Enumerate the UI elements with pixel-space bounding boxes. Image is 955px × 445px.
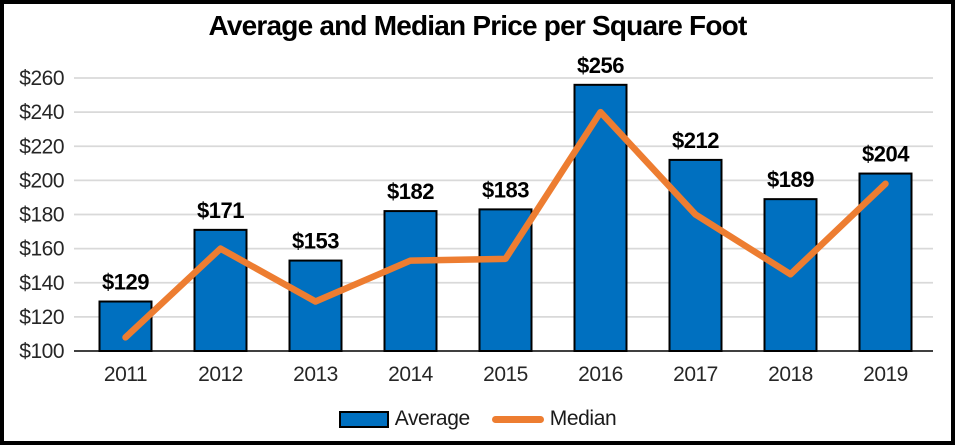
legend: Average Median (4, 407, 951, 431)
y-tick-label: $200 (19, 169, 64, 192)
average-legend-label: Average (394, 407, 470, 430)
y-tick-label: $220 (19, 135, 64, 158)
data-label-2012: $171 (197, 198, 244, 223)
data-label-2011: $129 (102, 270, 149, 295)
average-bar-2011 (98, 300, 153, 352)
x-tick-label-2015: 2015 (483, 363, 528, 386)
x-tick-label-2012: 2012 (198, 363, 243, 386)
data-label-2016: $256 (577, 53, 624, 78)
y-tick-label: $240 (19, 101, 64, 124)
y-tick-label: $140 (19, 272, 64, 295)
data-label-2013: $153 (292, 229, 339, 254)
x-tick-label-2013: 2013 (293, 363, 338, 386)
x-tick-label-2016: 2016 (578, 363, 623, 386)
data-label-2015: $183 (482, 177, 529, 202)
data-label-2018: $189 (767, 167, 814, 192)
y-tick-label: $120 (19, 306, 64, 329)
data-label-2019: $204 (862, 142, 910, 167)
y-tick-label: $160 (19, 238, 64, 261)
average-bar-swatch (338, 410, 389, 428)
legend-item-median: Median (491, 407, 617, 431)
data-label-2017: $212 (672, 128, 719, 153)
average-bar-2014 (383, 210, 438, 352)
x-tick-label-2019: 2019 (863, 363, 908, 386)
y-tick-label: $100 (19, 340, 64, 363)
x-tick-label-2014: 2014 (388, 363, 434, 386)
x-tick-label-2018: 2018 (768, 363, 813, 386)
median-line (122, 108, 889, 341)
chart-title: Average and Median Price per Square Foot (208, 10, 747, 41)
plot-area: $100 $120 $140 $160 $180 $200 $220 $240 $260 $129… (19, 53, 933, 386)
legend-item-average: Average (338, 407, 470, 431)
y-tick-label: $260 (19, 67, 64, 90)
average-bar-2016 (573, 83, 628, 352)
median-line-swatch (491, 415, 544, 423)
data-label-2014: $182 (387, 179, 434, 204)
median-legend-label: Median (549, 407, 617, 430)
average-bar-2017 (668, 158, 723, 352)
average-bar-2018 (763, 198, 818, 352)
x-tick-label-2011: 2011 (104, 363, 147, 386)
y-tick-label: $180 (19, 204, 64, 227)
average-bar-2013 (288, 259, 343, 353)
x-tick-label-2017: 2017 (673, 363, 718, 386)
